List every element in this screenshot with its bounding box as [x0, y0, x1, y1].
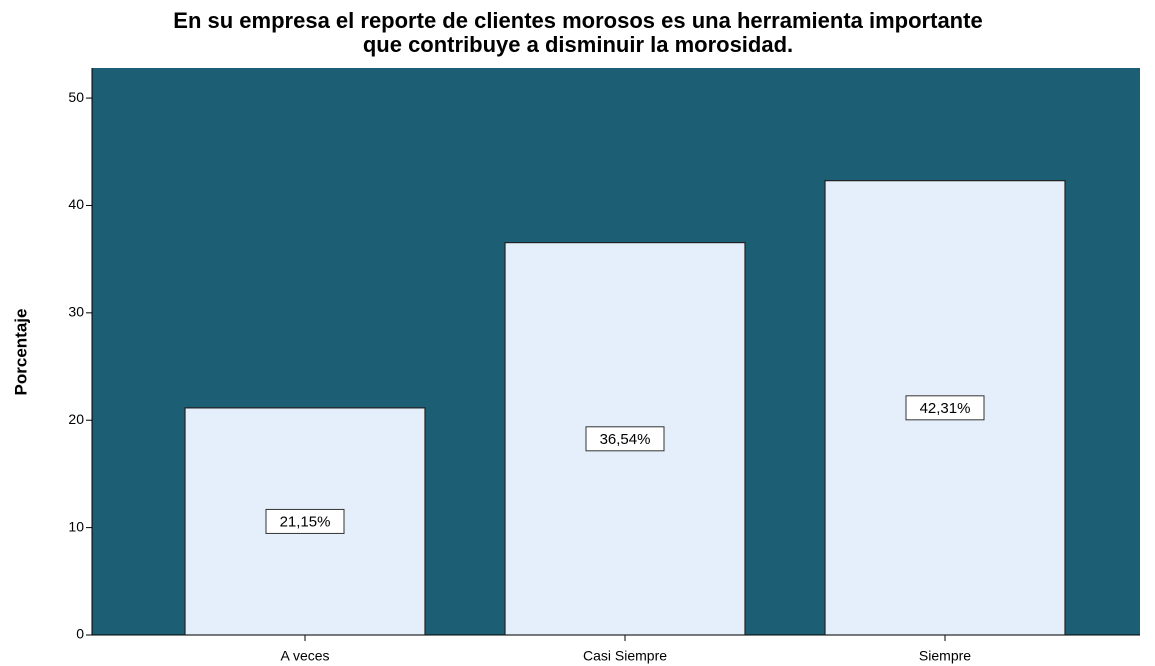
chart-title: que contribuye a disminuir la morosidad. — [363, 32, 793, 57]
value-label-box — [905, 395, 985, 421]
x-tick-label: Casi Siempre — [583, 648, 667, 664]
y-tick-label: 20 — [68, 411, 84, 427]
y-tick-label: 10 — [68, 518, 84, 534]
x-tick-label: A veces — [280, 648, 329, 664]
y-tick-label: 50 — [68, 89, 84, 105]
value-label: 21,15% — [280, 513, 331, 530]
value-label-box — [265, 508, 345, 534]
chart-title: En su empresa el reporte de clientes mor… — [173, 8, 982, 33]
y-tick-label: 30 — [68, 304, 84, 320]
x-tick-label: Siempre — [919, 648, 971, 664]
value-label: 36,54% — [600, 431, 651, 448]
y-tick-label: 40 — [68, 196, 84, 212]
value-label-box — [585, 426, 665, 452]
value-label: 42,31% — [920, 400, 971, 417]
y-axis-title: Porcentaje — [11, 309, 30, 396]
y-tick-label: 0 — [76, 626, 84, 642]
